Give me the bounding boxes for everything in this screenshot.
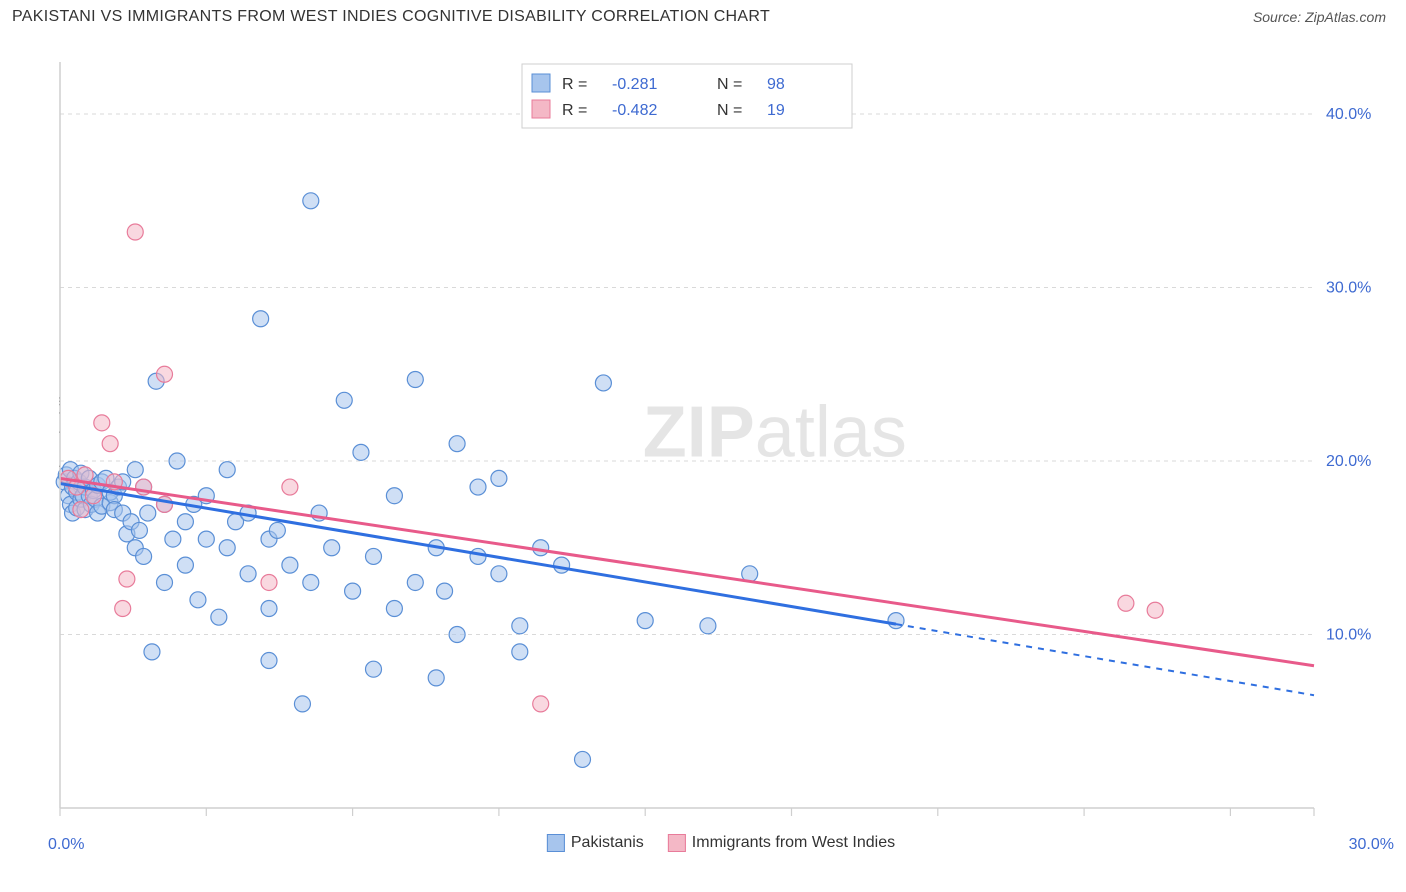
data-point (219, 462, 235, 478)
data-point (261, 653, 277, 669)
stats-r-value: -0.482 (612, 102, 657, 119)
data-point (637, 613, 653, 629)
source-attribution: Source: ZipAtlas.com (1253, 9, 1386, 25)
data-point (253, 311, 269, 327)
data-point (140, 505, 156, 521)
data-point (407, 371, 423, 387)
data-point (303, 574, 319, 590)
data-point (437, 583, 453, 599)
data-point (282, 479, 298, 495)
data-point (888, 613, 904, 629)
data-point (294, 696, 310, 712)
data-point (470, 548, 486, 564)
y-tick-label: 20.0% (1326, 453, 1371, 470)
chart-container: Cognitive Disability 10.0%20.0%30.0%40.0… (12, 38, 1394, 858)
legend-item: Immigrants from West Indies (668, 834, 895, 852)
legend-item: Pakistanis (547, 834, 644, 852)
data-point (595, 375, 611, 391)
data-point (449, 627, 465, 643)
data-point (157, 574, 173, 590)
legend-swatch (547, 834, 565, 852)
x-axis-footer: 0.0% Pakistanis Immigrants from West Indi… (48, 836, 1394, 858)
stats-r-label: R = (562, 102, 587, 119)
data-point (512, 618, 528, 634)
data-point (269, 522, 285, 538)
data-point (144, 644, 160, 660)
data-point (190, 592, 206, 608)
legend-label: Immigrants from West Indies (692, 834, 895, 852)
stats-swatch (532, 100, 550, 118)
data-point (282, 557, 298, 573)
data-point (115, 600, 131, 616)
data-point (1147, 602, 1163, 618)
data-point (407, 574, 423, 590)
data-point (700, 618, 716, 634)
stats-n-value: 19 (767, 102, 785, 119)
data-point (261, 574, 277, 590)
data-point (165, 531, 181, 547)
data-point (94, 415, 110, 431)
data-point (102, 436, 118, 452)
data-point (157, 366, 173, 382)
chart-header: PAKISTANI VS IMMIGRANTS FROM WEST INDIES… (0, 0, 1406, 30)
stats-n-value: 98 (767, 76, 785, 93)
data-point (353, 444, 369, 460)
y-tick-label: 30.0% (1326, 280, 1371, 297)
legend-swatch (668, 834, 686, 852)
data-point (366, 661, 382, 677)
stats-r-value: -0.281 (612, 76, 657, 93)
stats-n-label: N = (717, 76, 742, 93)
data-point (219, 540, 235, 556)
data-point (177, 557, 193, 573)
data-point (127, 224, 143, 240)
data-point (198, 531, 214, 547)
data-point (127, 462, 143, 478)
stats-swatch (532, 74, 550, 92)
data-point (303, 193, 319, 209)
data-point (386, 600, 402, 616)
data-point (345, 583, 361, 599)
data-point (449, 436, 465, 452)
data-point (428, 670, 444, 686)
data-point (533, 696, 549, 712)
stats-n-label: N = (717, 102, 742, 119)
stats-r-label: R = (562, 76, 587, 93)
y-tick-label: 10.0% (1326, 627, 1371, 644)
x-axis-end-label: 30.0% (1349, 836, 1394, 854)
chart-title: PAKISTANI VS IMMIGRANTS FROM WEST INDIES… (12, 8, 770, 26)
data-point (169, 453, 185, 469)
data-point (324, 540, 340, 556)
y-tick-label: 40.0% (1326, 106, 1371, 123)
data-point (491, 470, 507, 486)
data-point (336, 392, 352, 408)
data-point (131, 522, 147, 538)
data-point (491, 566, 507, 582)
data-point (177, 514, 193, 530)
data-point (366, 548, 382, 564)
data-point (73, 502, 89, 518)
data-point (136, 548, 152, 564)
data-point (211, 609, 227, 625)
data-point (533, 540, 549, 556)
data-point (1118, 595, 1134, 611)
scatter-plot: 10.0% 20.0% 30.0% 40.0% ZIPatlas R = -0.281 N =… (48, 38, 1394, 828)
data-point (386, 488, 402, 504)
data-point (575, 751, 591, 767)
data-point (554, 557, 570, 573)
data-point (470, 479, 486, 495)
x-axis-start-label: 0.0% (48, 836, 84, 854)
legend-label: Pakistanis (571, 834, 644, 852)
series-legend: Pakistanis Immigrants from West Indies (547, 834, 895, 852)
data-point (119, 571, 135, 587)
data-point (512, 644, 528, 660)
data-point (240, 566, 256, 582)
data-point (261, 600, 277, 616)
watermark: ZIPatlas (643, 393, 907, 473)
